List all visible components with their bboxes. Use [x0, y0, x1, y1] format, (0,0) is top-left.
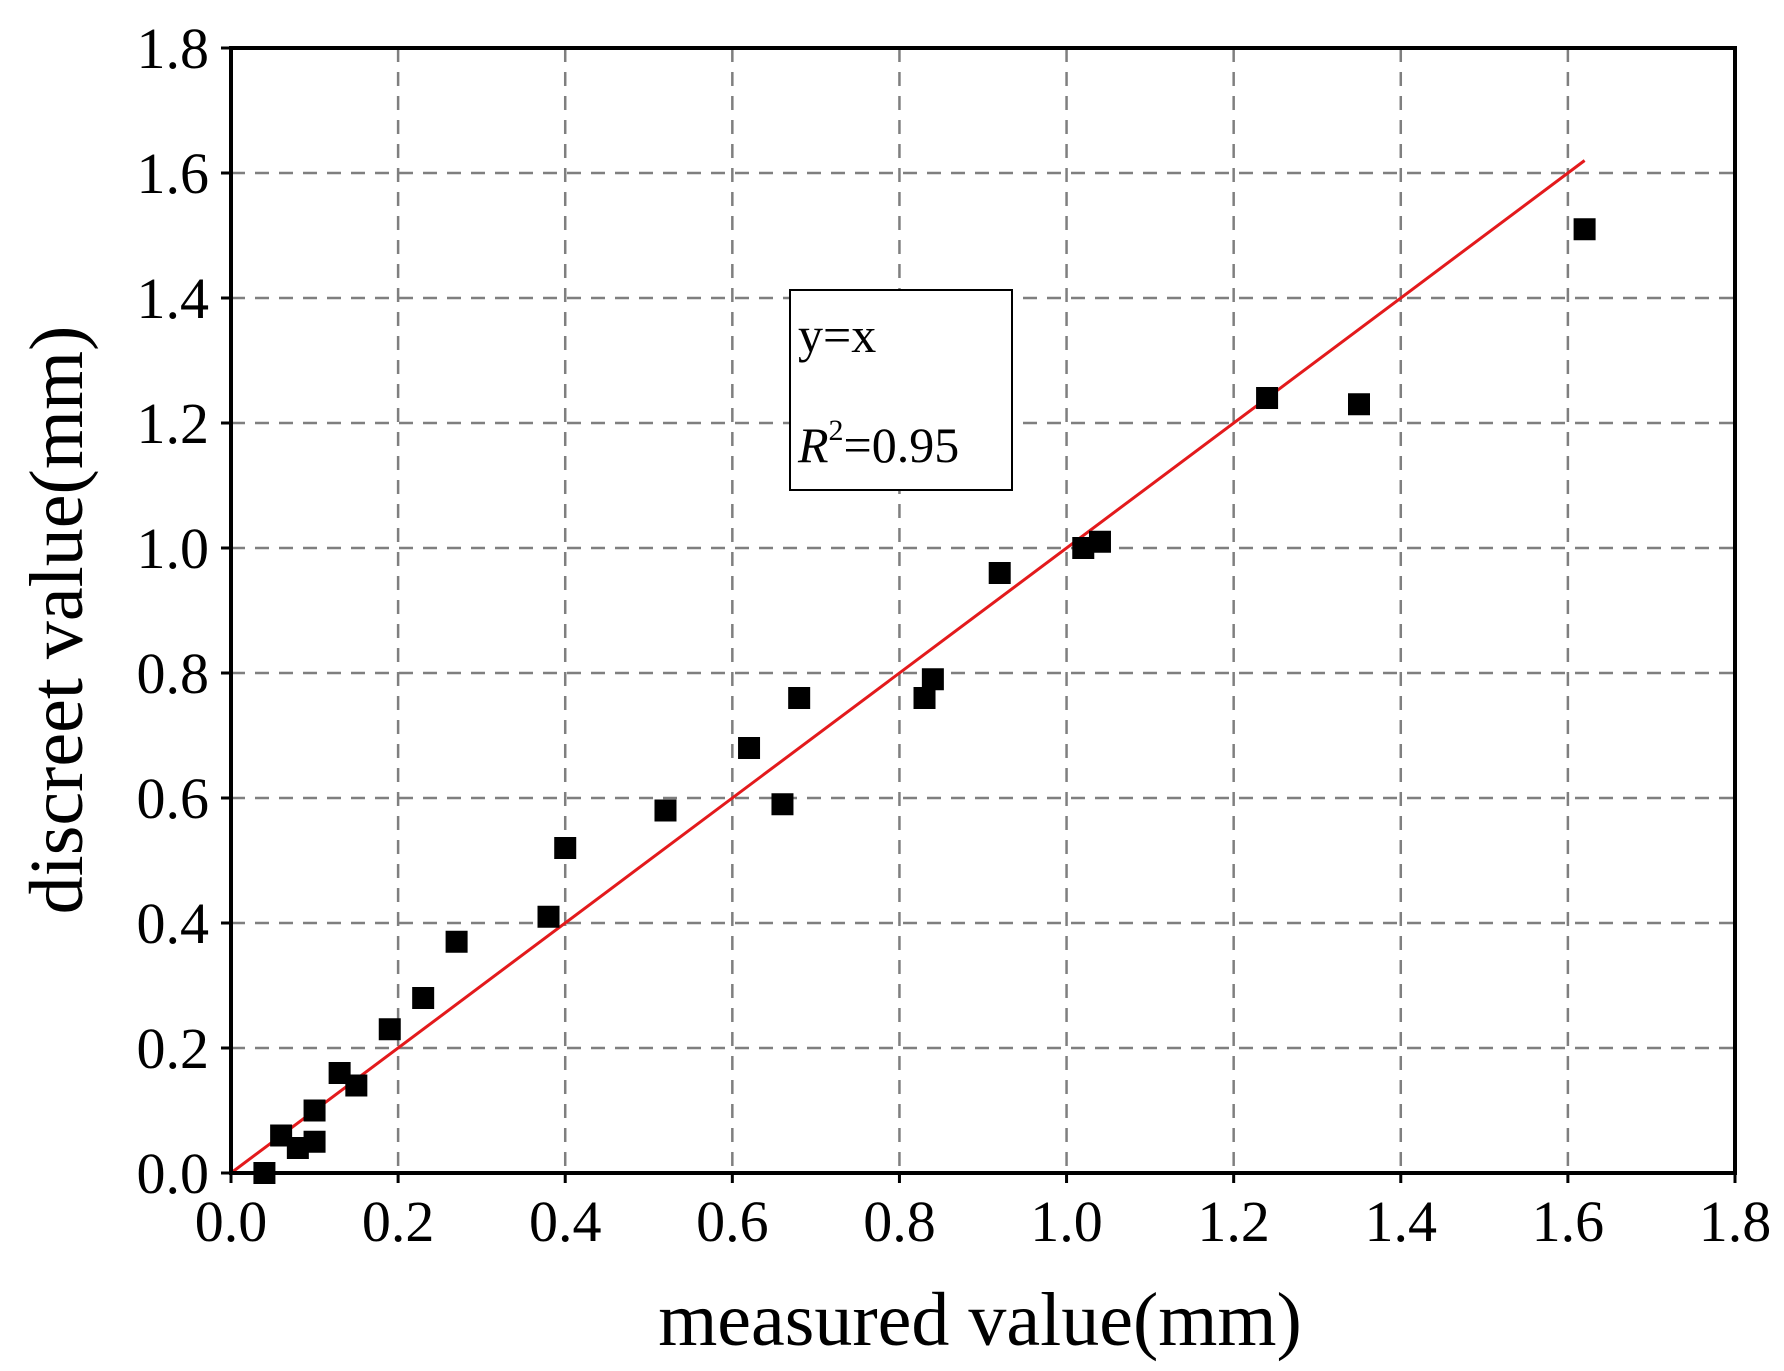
x-tick-label: 1.2 [1197, 1189, 1270, 1254]
x-tick-label: 0.6 [696, 1189, 769, 1254]
data-point [378, 1018, 401, 1041]
data-point [445, 930, 468, 953]
data-point [537, 905, 560, 928]
data-point [303, 1130, 326, 1153]
x-tick-label: 1.0 [1030, 1189, 1103, 1254]
data-points [253, 218, 1596, 1184]
data-point [286, 1137, 309, 1159]
y-tick-label: 0.0 [137, 1141, 210, 1206]
data-point [554, 837, 577, 859]
data-point [412, 987, 435, 1009]
data-point [738, 737, 761, 759]
x-tick-label: 0.8 [863, 1189, 936, 1254]
y-tick-label: 1.2 [137, 391, 210, 456]
y-tick-label: 0.6 [137, 766, 210, 831]
fit-line [230, 159, 1586, 1175]
y-tick-label: 1.8 [137, 16, 210, 81]
y-tick-label: 1.4 [137, 266, 210, 331]
data-point [345, 1074, 368, 1097]
data-point [1072, 537, 1095, 559]
data-point [771, 793, 794, 816]
data-point [1348, 393, 1370, 416]
y-tick-label: 0.4 [137, 891, 210, 956]
x-axis-title: measured value(mm) [658, 1278, 1302, 1362]
x-tick-label: 1.8 [1699, 1189, 1772, 1254]
plot-frame [229, 46, 1737, 1175]
x-axis-ticks: 0.0 0.2 0.4 0.6 0.8 1.0 1.2 1.4 1.6 1.8 [195, 1173, 1772, 1254]
y-axis-title: discreet value(mm) [15, 326, 99, 915]
grid-lines [231, 48, 1735, 1173]
r-squared-superscript: 2 [829, 414, 844, 447]
data-point [1256, 387, 1279, 409]
data-point [788, 687, 811, 709]
fit-line-group [230, 159, 1586, 1175]
x-tick-label: 1.4 [1365, 1189, 1438, 1254]
data-point [921, 668, 944, 691]
data-point [328, 1062, 351, 1084]
data-point [1573, 218, 1596, 241]
data-point [270, 1124, 293, 1147]
r-squared-symbol: R [797, 417, 829, 473]
x-tick-label: 0.2 [362, 1189, 435, 1254]
equation-label: y=x [798, 307, 876, 363]
x-tick-label: 0.0 [195, 1189, 268, 1254]
y-tick-label: 1.6 [137, 141, 210, 206]
r-squared-value: =0.95 [844, 417, 960, 473]
y-tick-label: 0.2 [137, 1016, 210, 1081]
data-point [654, 799, 677, 822]
annotation-box: y=x R2=0.95 [789, 289, 1013, 491]
y-tick-label: 1.0 [137, 516, 210, 581]
data-point [913, 687, 936, 709]
data-point [1088, 530, 1111, 553]
x-tick-label: 1.6 [1532, 1189, 1605, 1254]
x-tick-label: 0.4 [529, 1189, 602, 1254]
y-tick-label: 0.8 [137, 641, 210, 706]
r-squared-label: R2=0.95 [797, 414, 959, 473]
y-axis-ticks: 0.0 0.2 0.4 0.6 0.8 1.0 1.2 1.4 1.6 1.8 [137, 16, 231, 1206]
data-point [303, 1099, 326, 1122]
data-point [988, 562, 1011, 584]
